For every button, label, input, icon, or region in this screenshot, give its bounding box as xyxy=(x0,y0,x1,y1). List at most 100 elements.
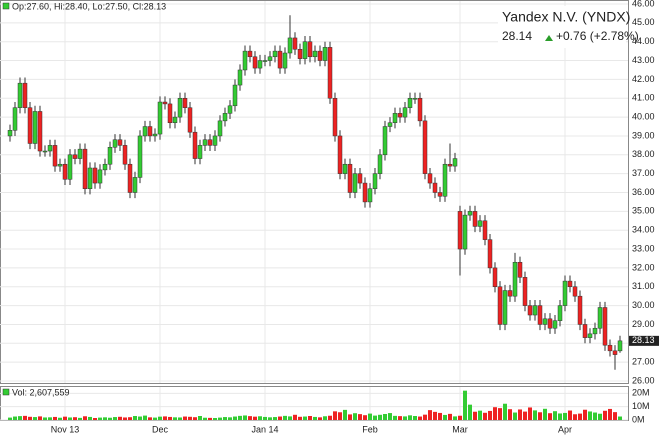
candle-body xyxy=(62,163,68,180)
volume-bar xyxy=(583,409,587,420)
y-tick-label: 44.00 xyxy=(632,36,655,46)
volume-bar xyxy=(353,413,357,420)
candle-body xyxy=(147,126,153,137)
candle-body xyxy=(317,50,323,61)
volume-bar xyxy=(113,417,117,420)
volume-bar xyxy=(273,417,277,420)
volume-bar xyxy=(223,417,227,420)
volume-bar xyxy=(363,415,367,420)
volume-bar xyxy=(493,407,497,420)
candle-body xyxy=(562,280,568,306)
volume-bar xyxy=(293,414,297,420)
x-tick-label: Apr xyxy=(558,424,572,434)
volume-bar xyxy=(88,416,92,420)
candle-body xyxy=(287,37,293,54)
y-tick-label: 43.00 xyxy=(632,55,655,65)
candle-body xyxy=(12,107,18,131)
volume-bar xyxy=(348,414,352,420)
volume-bar xyxy=(173,417,177,420)
volume-bar xyxy=(518,409,522,420)
candle-body xyxy=(527,305,533,316)
volume-bar xyxy=(103,417,107,420)
volume-bar xyxy=(8,417,12,420)
volume-bar xyxy=(463,390,467,420)
volume-bar xyxy=(318,417,322,420)
volume-bar xyxy=(413,416,417,420)
candle-body xyxy=(7,130,13,137)
candle-body xyxy=(397,113,403,118)
volume-bar xyxy=(603,410,607,420)
volume-bar xyxy=(268,417,272,420)
candle-body xyxy=(612,350,618,355)
candle-body xyxy=(207,139,213,146)
candle-body xyxy=(422,120,428,174)
volume-bar xyxy=(68,417,72,420)
volume-bar xyxy=(373,415,377,420)
volume-bar xyxy=(53,416,57,420)
price-flag-label: 28.13 xyxy=(632,335,655,345)
ohlc-icon xyxy=(2,2,10,10)
candle-body xyxy=(407,98,413,108)
volume-bar xyxy=(203,417,207,420)
volume-bar xyxy=(38,416,42,420)
volume-bar xyxy=(608,408,612,420)
ohlc-text: Op:27.60, Hi:28.40, Lo:27.50, Cl:28.13 xyxy=(12,1,166,11)
volume-bar xyxy=(468,404,472,420)
y-tick-label: 34.00 xyxy=(632,225,655,235)
volume-bar xyxy=(328,415,332,420)
candle-body xyxy=(292,37,298,50)
volume-bar xyxy=(108,417,112,420)
volume-bar xyxy=(338,412,342,420)
candle-body xyxy=(202,139,208,146)
candle-body xyxy=(477,220,483,227)
volume-bar xyxy=(298,416,302,420)
volume-bar xyxy=(118,416,122,420)
volume-bar xyxy=(448,413,452,420)
x-tick-label: Jan 14 xyxy=(251,424,278,434)
candle-body xyxy=(387,122,393,127)
candle-body xyxy=(382,126,388,156)
candle-body xyxy=(142,126,148,137)
candle-body xyxy=(512,261,518,297)
candle-body xyxy=(577,295,583,325)
candle-body xyxy=(537,305,543,325)
candle-body xyxy=(617,340,623,352)
volume-bar xyxy=(588,411,592,420)
volume-bar xyxy=(418,416,422,420)
volume-bar xyxy=(488,410,492,420)
y-tick-label: 42.00 xyxy=(632,74,655,84)
y-tick-label: 29.00 xyxy=(632,319,655,329)
y-tick-label: 33.00 xyxy=(632,243,655,253)
candle-body xyxy=(427,173,433,184)
volume-bar xyxy=(388,413,392,420)
volume-bar xyxy=(398,416,402,420)
candle-body xyxy=(547,318,553,329)
candle-body xyxy=(187,107,193,133)
candle-body xyxy=(517,261,523,278)
volume-bar xyxy=(48,417,52,420)
candle-body xyxy=(222,113,228,122)
candle-body xyxy=(437,192,443,197)
volume-bar xyxy=(308,416,312,420)
volume-bar xyxy=(443,414,447,420)
candle-body xyxy=(352,173,358,193)
candle-body xyxy=(97,169,103,184)
volume-bar xyxy=(158,416,162,420)
volume-bar xyxy=(498,408,502,420)
candle-body xyxy=(192,131,198,159)
volume-bar xyxy=(98,417,102,420)
volume-bar xyxy=(228,417,232,420)
volume-bar xyxy=(528,407,532,420)
candle-body xyxy=(472,211,478,227)
volume-bar xyxy=(13,416,17,420)
x-tick-label: Nov 13 xyxy=(51,424,80,434)
candle-body xyxy=(247,50,253,58)
candle-body xyxy=(272,50,278,58)
candle-body xyxy=(182,98,188,108)
candle-body xyxy=(67,154,73,180)
candle-body xyxy=(237,69,243,86)
candle-body xyxy=(312,50,318,58)
candle-body xyxy=(37,111,43,152)
volume-bar xyxy=(483,412,487,420)
